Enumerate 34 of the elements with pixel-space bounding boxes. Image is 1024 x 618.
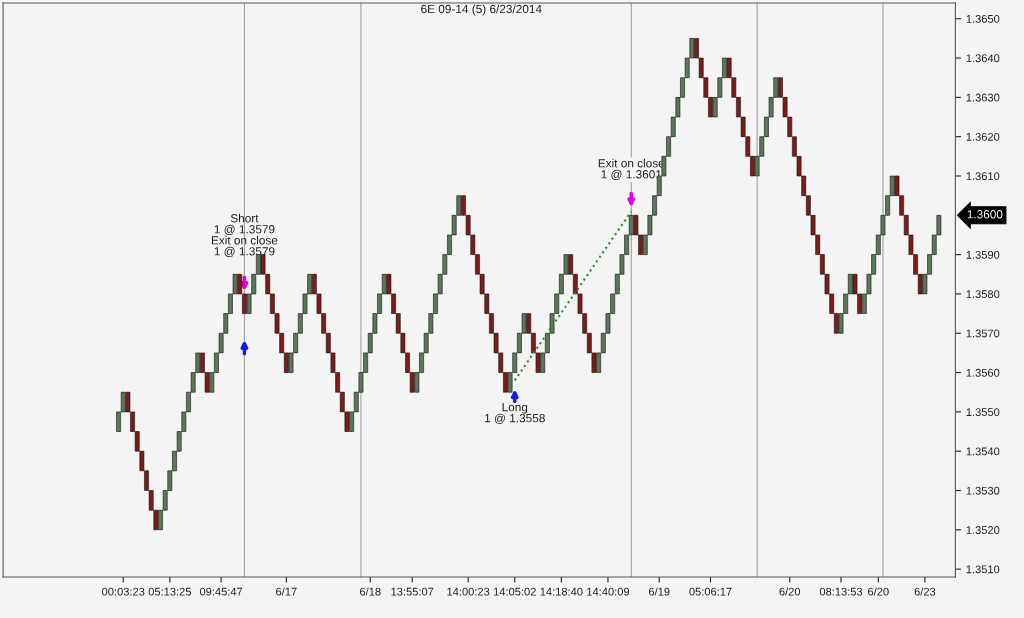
y-tick-label: 1.3560 [966, 368, 1000, 377]
x-tick-label: 14:40:09 [587, 587, 630, 596]
chart-title: 6E 09-14 (5) 6/23/2014 [421, 4, 542, 16]
x-tick-label: 05:13:25 [148, 587, 191, 596]
y-tick-label: 1.3520 [966, 526, 1000, 534]
y-tick-label: 1.3590 [966, 250, 1000, 259]
y-tick-label: 1.3540 [966, 447, 1000, 456]
x-tick-label: 6/17 [276, 587, 297, 596]
x-tick-label: 6/23 [914, 587, 936, 596]
x-tick-label: 14:00:23 [447, 587, 490, 596]
x-tick-label: 00:03:23 [102, 587, 145, 596]
x-tick-label: 14:18:40 [540, 587, 583, 596]
y-tick-label: 1.3530 [966, 486, 1000, 495]
annotation: Short 1 @ 1.3579 Exit on close 1 @ 1.3579 [211, 213, 278, 257]
annotation: Long 1 @ 1.3558 [485, 403, 545, 424]
y-tick-label: 1.3630 [966, 93, 1000, 102]
x-tick-label: 6/18 [360, 587, 381, 596]
x-tick-label: 6/20 [868, 587, 889, 596]
x-tick-label: 6/19 [648, 587, 670, 596]
y-tick-label: 1.3580 [966, 290, 1000, 299]
y-tick-label: 1.3550 [966, 408, 1000, 417]
y-tick-label: 1.3570 [966, 329, 1000, 338]
y-tick-label: 1.3510 [966, 565, 1000, 574]
x-tick-label: 08:13:53 [819, 587, 863, 596]
x-tick-label: 09:45:47 [199, 587, 243, 596]
x-tick-label: 14:05:02 [493, 587, 536, 596]
text: 1.3600 [967, 210, 1003, 219]
x-tick-label: 13:55:07 [391, 587, 434, 596]
x-tick-label: 05:06:17 [689, 587, 732, 596]
y-tick-label: 1.3640 [966, 54, 1000, 63]
x-tick-label: 6/20 [779, 587, 801, 596]
y-tick-label: 1.3620 [966, 132, 1000, 141]
y-tick-label: 1.3610 [966, 172, 1000, 181]
y-tick-label: 1.3650 [966, 14, 1000, 23]
